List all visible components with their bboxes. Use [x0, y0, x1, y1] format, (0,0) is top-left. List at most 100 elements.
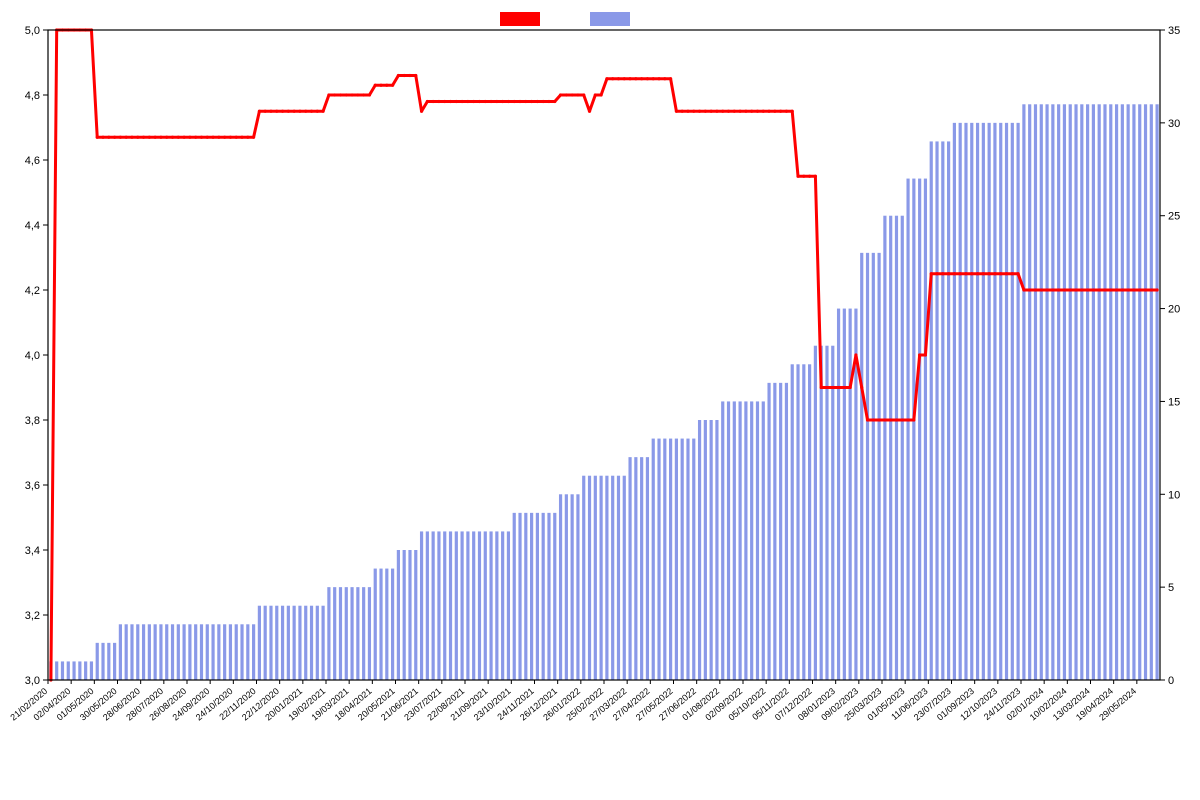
- bar: [947, 141, 950, 680]
- bar: [918, 179, 921, 680]
- line-marker: [489, 100, 492, 103]
- bar: [814, 346, 817, 680]
- bar: [72, 661, 75, 680]
- line-marker: [756, 110, 759, 113]
- line-marker: [1040, 288, 1043, 291]
- line-marker: [1103, 288, 1106, 291]
- bar: [1156, 104, 1159, 680]
- bar: [802, 364, 805, 680]
- line-marker: [623, 77, 626, 80]
- bar: [304, 606, 307, 680]
- line-marker: [588, 110, 591, 113]
- bar: [930, 141, 933, 680]
- line-marker: [843, 386, 846, 389]
- line-marker: [408, 74, 411, 77]
- line-marker: [217, 136, 220, 139]
- line-marker: [663, 77, 666, 80]
- line-marker: [1086, 288, 1089, 291]
- bar: [542, 513, 545, 680]
- line-marker: [773, 110, 776, 113]
- y-right-tick-label: 10: [1168, 489, 1180, 501]
- bar: [524, 513, 527, 680]
- y-left-tick-label: 3,4: [25, 545, 40, 557]
- line-marker: [959, 272, 962, 275]
- bar: [988, 123, 991, 680]
- line-marker: [350, 93, 353, 96]
- line-marker: [935, 272, 938, 275]
- bar: [426, 531, 429, 680]
- bar: [530, 513, 533, 680]
- bar: [165, 624, 168, 680]
- line-marker: [455, 100, 458, 103]
- bar: [101, 643, 104, 680]
- line-marker: [269, 110, 272, 113]
- bar: [223, 624, 226, 680]
- bar: [188, 624, 191, 680]
- line-marker: [275, 110, 278, 113]
- bar: [646, 457, 649, 680]
- bar: [379, 569, 382, 680]
- line-marker: [107, 136, 110, 139]
- line-marker: [524, 100, 527, 103]
- bar: [721, 401, 724, 680]
- bar: [1132, 104, 1135, 680]
- bar: [229, 624, 232, 680]
- line-marker: [246, 136, 249, 139]
- bar: [107, 643, 110, 680]
- y-right-tick-label: 25: [1168, 211, 1180, 223]
- bar: [588, 476, 591, 680]
- line-marker: [1150, 288, 1153, 291]
- bar: [264, 606, 267, 680]
- line-marker: [437, 100, 440, 103]
- y-right-tick-label: 30: [1168, 118, 1180, 130]
- bar: [246, 624, 249, 680]
- line-marker: [657, 77, 660, 80]
- line-marker: [466, 100, 469, 103]
- bar: [177, 624, 180, 680]
- bar: [269, 606, 272, 680]
- line-marker: [420, 110, 423, 113]
- bar: [710, 420, 713, 680]
- bar: [785, 383, 788, 680]
- line-marker: [559, 93, 562, 96]
- bar: [594, 476, 597, 680]
- line-marker: [796, 175, 799, 178]
- line-marker: [240, 136, 243, 139]
- line-marker: [912, 418, 915, 421]
- line-marker: [154, 136, 157, 139]
- bar: [773, 383, 776, 680]
- line-marker: [333, 93, 336, 96]
- bar: [924, 179, 927, 680]
- legend-swatch-bars: [590, 12, 630, 26]
- line-marker: [553, 100, 556, 103]
- line-marker: [316, 110, 319, 113]
- line-marker: [495, 100, 498, 103]
- bar: [339, 587, 342, 680]
- line-marker: [918, 353, 921, 356]
- line-marker: [970, 272, 973, 275]
- bar: [501, 531, 504, 680]
- bar: [727, 401, 730, 680]
- bar: [397, 550, 400, 680]
- bar: [628, 457, 631, 680]
- bar: [78, 661, 81, 680]
- bar: [55, 661, 58, 680]
- bar: [316, 606, 319, 680]
- line-marker: [704, 110, 707, 113]
- bar: [837, 309, 840, 680]
- line-marker: [1011, 272, 1014, 275]
- bar: [796, 364, 799, 680]
- line-marker: [281, 110, 284, 113]
- line-marker: [1005, 272, 1008, 275]
- bar: [194, 624, 197, 680]
- bar: [495, 531, 498, 680]
- line-marker: [1092, 288, 1095, 291]
- bar: [976, 123, 979, 680]
- bar: [322, 606, 325, 680]
- bar: [293, 606, 296, 680]
- bar: [657, 439, 660, 680]
- line-marker: [820, 386, 823, 389]
- line-marker: [1156, 288, 1159, 291]
- bar: [1034, 104, 1037, 680]
- bar: [756, 401, 759, 680]
